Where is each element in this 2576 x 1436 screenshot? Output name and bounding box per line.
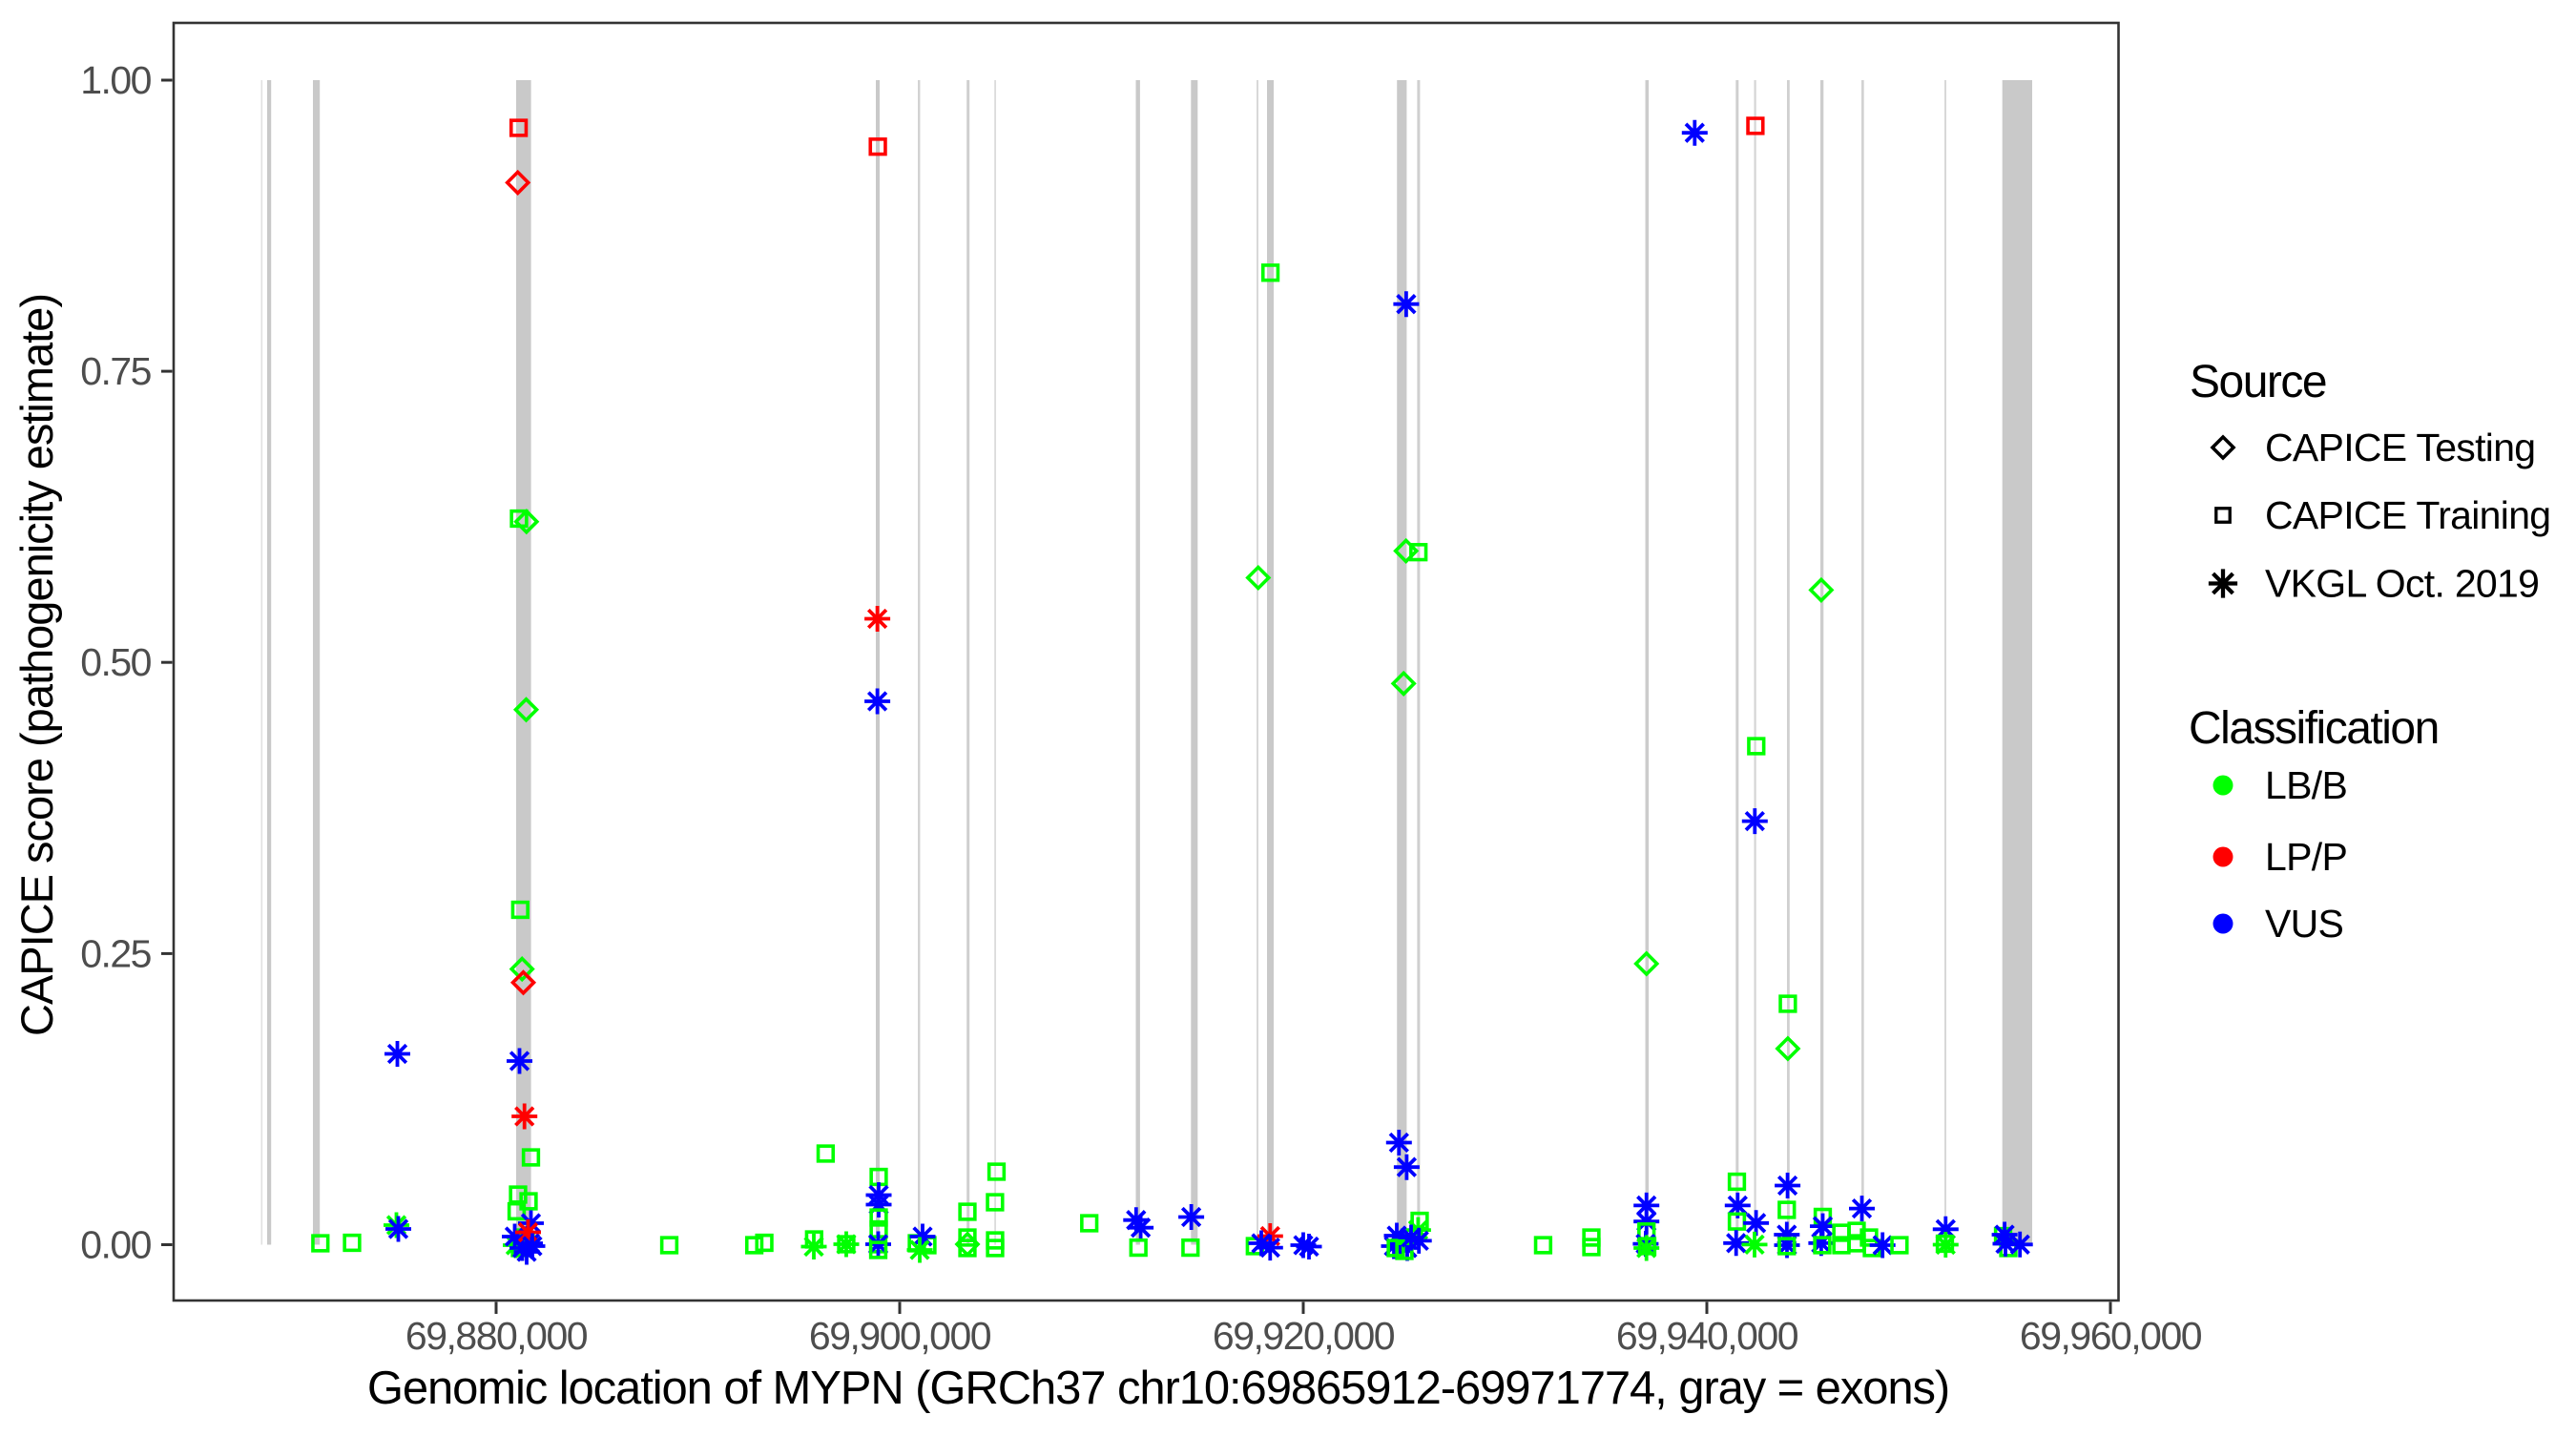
- svg-text:69,940,000: 69,940,000: [1616, 1314, 1798, 1358]
- svg-text:LB/B: LB/B: [2265, 763, 2347, 807]
- svg-text:CAPICE Testing: CAPICE Testing: [2265, 426, 2535, 469]
- svg-text:69,920,000: 69,920,000: [1213, 1314, 1395, 1358]
- svg-text:LP/P: LP/P: [2265, 835, 2347, 879]
- svg-text:0.75: 0.75: [80, 349, 151, 393]
- svg-text:69,900,000: 69,900,000: [809, 1314, 991, 1358]
- svg-text:Source: Source: [2190, 357, 2326, 407]
- svg-text:Genomic location of MYPN (GRCh: Genomic location of MYPN (GRCh37 chr10:6…: [367, 1363, 1949, 1414]
- svg-text:CAPICE Training: CAPICE Training: [2265, 493, 2550, 537]
- svg-text:0.50: 0.50: [80, 640, 151, 684]
- svg-text:69,880,000: 69,880,000: [405, 1314, 588, 1358]
- svg-text:0.25: 0.25: [80, 931, 151, 975]
- svg-text:CAPICE score (pathogenicity es: CAPICE score (pathogenicity estimate): [11, 294, 62, 1036]
- svg-text:69,960,000: 69,960,000: [2020, 1314, 2202, 1358]
- svg-text:Classification: Classification: [2189, 703, 2439, 754]
- svg-text:1.00: 1.00: [80, 58, 151, 102]
- svg-text:VKGL Oct. 2019: VKGL Oct. 2019: [2265, 562, 2539, 606]
- svg-text:VUS: VUS: [2265, 902, 2343, 946]
- svg-text:0.00: 0.00: [80, 1223, 151, 1267]
